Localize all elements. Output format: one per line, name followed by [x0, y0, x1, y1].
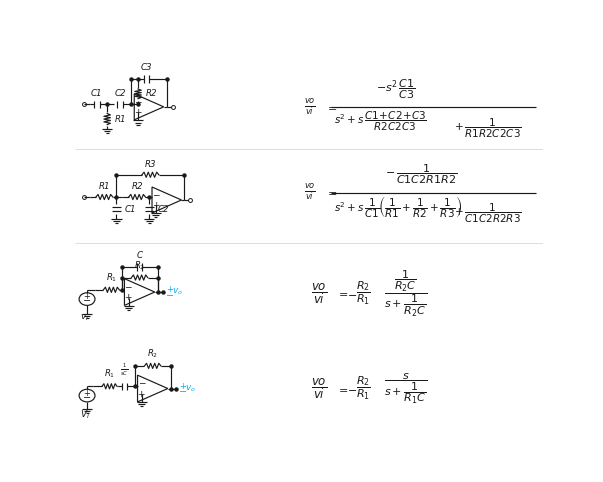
Text: $v_i$: $v_i$	[80, 312, 89, 322]
Text: +: +	[179, 382, 186, 391]
Text: $s^2+s\,\dfrac{C1\!+\!C2\!+\!C3}{R2C2C3}$: $s^2+s\,\dfrac{C1\!+\!C2\!+\!C3}{R2C2C3}…	[334, 110, 427, 134]
Text: $v_o$: $v_o$	[171, 287, 183, 297]
Text: $v_o$: $v_o$	[185, 383, 195, 394]
Text: R2: R2	[145, 89, 157, 98]
Text: R2: R2	[131, 182, 143, 191]
Text: C1: C1	[91, 89, 103, 97]
Text: R1: R1	[115, 115, 126, 123]
Text: +: +	[152, 201, 160, 210]
Text: −: −	[124, 282, 132, 291]
Text: $V_i$: $V_i$	[80, 409, 90, 421]
Text: C3: C3	[140, 63, 152, 72]
Text: $\dfrac{vo}{vi}$: $\dfrac{vo}{vi}$	[311, 281, 327, 306]
Text: $\dfrac{R_2}{R_1}$: $\dfrac{R_2}{R_1}$	[356, 375, 371, 402]
Text: $\dfrac{vo}{vi}$: $\dfrac{vo}{vi}$	[311, 376, 327, 401]
Text: C2: C2	[115, 89, 126, 97]
Text: +: +	[124, 293, 132, 302]
Text: $R_1$: $R_1$	[106, 271, 117, 284]
Text: $+\,\dfrac{1}{C1C2R2R3}$: $+\,\dfrac{1}{C1C2R2R3}$	[454, 202, 522, 226]
Text: −: −	[166, 291, 174, 301]
Text: −: −	[179, 387, 187, 397]
Text: +: +	[84, 293, 90, 301]
Text: $R_2$: $R_2$	[147, 348, 159, 360]
Text: $+\,\dfrac{1}{R1R2C2C3}$: $+\,\dfrac{1}{R1R2C2C3}$	[454, 116, 522, 140]
Text: R1: R1	[99, 182, 110, 191]
Text: $R_1$: $R_1$	[104, 368, 115, 380]
Text: $=$: $=$	[336, 289, 348, 298]
Text: $-$: $-$	[347, 384, 357, 394]
Text: $R_2$: $R_2$	[134, 259, 145, 272]
Text: +: +	[134, 108, 142, 117]
Text: $=$: $=$	[326, 187, 338, 198]
Text: +: +	[137, 389, 145, 399]
Text: $=$: $=$	[326, 102, 338, 112]
Text: $\dfrac{s}{s+\dfrac{1}{R_1C}}$: $\dfrac{s}{s+\dfrac{1}{R_1C}}$	[384, 372, 428, 406]
Text: $s^2+s\,\dfrac{1}{C1}\!\left(\dfrac{1}{R1}+\dfrac{1}{R2}+\dfrac{1}{R3}\right)$: $s^2+s\,\dfrac{1}{C1}\!\left(\dfrac{1}{R…	[334, 194, 463, 220]
Text: $C$: $C$	[136, 249, 144, 260]
Text: −: −	[83, 296, 91, 306]
Text: +: +	[84, 389, 90, 398]
Text: +: +	[166, 285, 173, 295]
Text: C1: C1	[125, 205, 136, 214]
Text: $\frac{1}{sC}$: $\frac{1}{sC}$	[120, 362, 128, 378]
Text: $\frac{vo}{vi}$: $\frac{vo}{vi}$	[305, 183, 316, 202]
Text: $-s^2\,\dfrac{C1}{C3}$: $-s^2\,\dfrac{C1}{C3}$	[376, 77, 415, 101]
Text: C2: C2	[157, 205, 169, 214]
Text: $-$: $-$	[347, 289, 357, 298]
Text: $=$: $=$	[336, 384, 348, 394]
Text: −: −	[152, 190, 160, 199]
Text: −: −	[83, 393, 91, 403]
Text: $\dfrac{\dfrac{1}{R_2C}}{s+\dfrac{1}{R_2C}}$: $\dfrac{\dfrac{1}{R_2C}}{s+\dfrac{1}{R_2…	[384, 268, 428, 319]
Text: $-\,\dfrac{1}{C1C2R1R2}$: $-\,\dfrac{1}{C1C2R1R2}$	[385, 163, 458, 187]
Text: −: −	[137, 378, 145, 388]
Text: R3: R3	[145, 160, 156, 169]
Text: $\dfrac{R_2}{R_1}$: $\dfrac{R_2}{R_1}$	[356, 280, 371, 307]
Text: −: −	[134, 97, 142, 106]
Text: $\frac{vo}{vi}$: $\frac{vo}{vi}$	[305, 97, 316, 117]
